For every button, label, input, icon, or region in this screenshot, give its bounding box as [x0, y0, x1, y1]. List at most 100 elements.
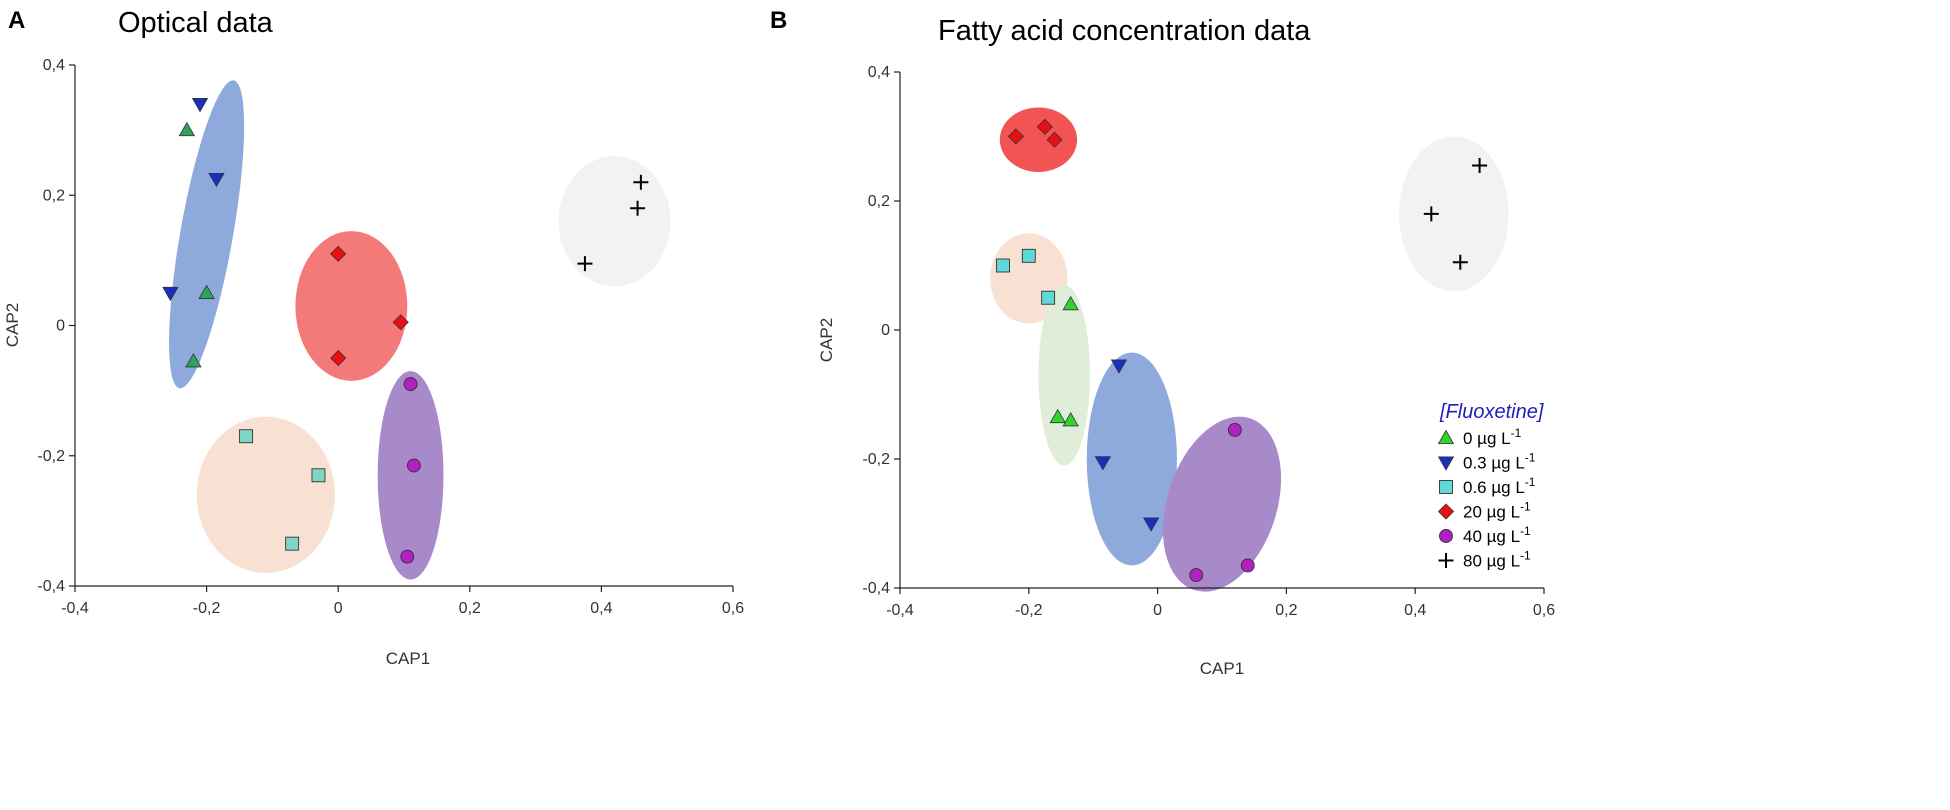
panel-a-y-tick-label: 0,4: [43, 57, 65, 74]
legend-label-superscript-4: -1: [1520, 500, 1531, 514]
panel-a-point-s5-1: [403, 377, 418, 392]
panel-b-cluster-ellipse-1: [999, 107, 1078, 172]
legend-marker-5: [1439, 529, 1453, 543]
panel-a-cluster-ellipse-2: [295, 231, 408, 381]
legend-marker-1: [1437, 429, 1455, 445]
panel-a-x-tick-label: 0,6: [722, 600, 744, 617]
panel-a-letter: A: [8, 7, 25, 34]
panel-b-x-tick-label: 0,2: [1275, 602, 1297, 619]
panel-b-point-s6-3: [1452, 254, 1468, 270]
panel-a-point-s3-2: [311, 468, 326, 483]
panel-b-x-tick-label: 0,6: [1533, 602, 1555, 619]
legend-label-6: 80 µg L-1: [1463, 549, 1531, 571]
panel-b-letter: B: [770, 7, 787, 34]
panel-a-point-s4-1: [330, 245, 347, 262]
legend-marker-4: [1437, 503, 1455, 520]
panel-a-title: Optical data: [118, 7, 274, 39]
panel-b-point-s3-3: [1041, 290, 1056, 305]
panel-a-cluster-ellipse-4: [377, 371, 444, 580]
panel-b-cluster-ellipse-3: [1038, 284, 1090, 466]
panel-a: A Optical data -0,4 -0,2 0 0,2 0,4 -0,4 -0,2 0 0…: [3, 7, 744, 668]
panel-b-point-s4-3: [1046, 131, 1063, 148]
panel-b-point-s5-3: [1240, 558, 1255, 573]
legend-marker-3: [1439, 480, 1453, 494]
panel-a-point-s3-1: [239, 429, 254, 444]
legend-label-5: 40 µg L-1: [1463, 524, 1531, 546]
panel-a-point-s6-1: [633, 174, 649, 190]
panel-a-point-s2-1: [191, 98, 209, 113]
panel-b-y-tick-label: -0,4: [862, 580, 890, 597]
panel-b-plot: -0,4 -0,2 0 0,2 0,4 -0,4 -0,2 0 0,2 0,4 0,6: [862, 64, 1555, 619]
panel-b-point-s2-3: [1142, 517, 1160, 532]
panel-b-point-s5-1: [1227, 423, 1242, 437]
panel-a-point-s5-3: [400, 549, 415, 564]
panel-a-y-tick-label: 0,2: [43, 187, 65, 204]
panel-b-title: Fatty acid concentration data: [938, 15, 1311, 47]
panel-b-point-s3-2: [1021, 248, 1036, 263]
panel-a-x-axis-label: CAP1: [386, 649, 430, 668]
legend-label-2: 0.3 µg L-1: [1463, 451, 1536, 473]
panel-a-point-s2-3: [162, 286, 179, 302]
panel-b-point-s2-2: [1094, 456, 1112, 471]
panel-a-x-tick-label: -0,4: [61, 600, 89, 617]
panel-b-point-s2-1: [1110, 359, 1128, 374]
legend-title: [Fluoxetine]: [1439, 401, 1544, 423]
legend-items: 0 µg L-1 0.3 µg L-10.6 µg L-1 20 µg L-140 …: [1437, 426, 1536, 571]
panel-b-cluster-ellipse-6: [1399, 136, 1509, 292]
panel-b-x-tick-label: 0: [1153, 602, 1162, 619]
panel-a-y-tick-label: 0: [56, 318, 65, 335]
panel-b-y-tick-label: 0,4: [868, 64, 890, 81]
legend-marker-2: [1437, 456, 1455, 471]
panel-b-y-tick-label: 0: [881, 322, 890, 339]
panel-a-point-s5-2: [406, 458, 421, 473]
panel-a-point-s1-3: [185, 353, 202, 368]
panel-b-y-tick-label: -0,2: [862, 451, 890, 468]
panel-b-x-tick-label: -0,4: [886, 602, 914, 619]
panel-a-point-s1-1: [178, 121, 196, 137]
panel-b-point-s6-2: [1423, 206, 1439, 222]
panel-a-point-s2-2: [208, 172, 225, 188]
panel-a-point-s3-3: [285, 536, 300, 551]
panel-b-point-s6-1: [1472, 158, 1488, 174]
legend-label-superscript-2: -1: [1525, 451, 1536, 465]
panel-a-point-s1-2: [198, 284, 215, 299]
panel-b-cluster-ellipse-5: [1162, 416, 1282, 592]
panel-b-x-tick-label: -0,2: [1015, 602, 1043, 619]
panel-a-y-tick-label: -0,2: [37, 448, 65, 465]
panel-b-x-axis-label: CAP1: [1200, 659, 1244, 678]
legend-label-3: 0.6 µg L-1: [1463, 475, 1536, 497]
panel-b: B Fatty acid concentration data -0,4 -0,2…: [770, 7, 1555, 678]
panel-b-point-s3-1: [996, 258, 1010, 273]
panel-a-y-axis-label: CAP2: [3, 303, 22, 347]
panel-a-cluster-ellipse-1: [169, 80, 245, 389]
panel-a-x-tick-label: 0,2: [459, 600, 481, 617]
legend-label-superscript-6: -1: [1520, 549, 1531, 563]
panel-b-point-s1-2: [1049, 408, 1066, 424]
panel-a-point-s4-3: [330, 349, 347, 367]
panel-b-point-s1-3: [1062, 411, 1079, 427]
panel-a-cluster-ellipse-5: [558, 156, 671, 287]
legend: [Fluoxetine] 0 µg L-1 0.3 µg L-10.6 µg L-…: [1437, 401, 1544, 571]
legend-label-1: 0 µg L-1: [1463, 426, 1522, 448]
panel-b-point-s4-2: [1036, 118, 1053, 135]
panel-a-x-tick-label: -0,2: [193, 600, 221, 617]
panel-a-x-tick-label: 0,4: [590, 600, 612, 617]
panel-b-x-tick-label: 0,4: [1404, 602, 1426, 619]
panel-a-y-tick-label: -0,4: [37, 578, 65, 595]
panel-a-plot: -0,4 -0,2 0 0,2 0,4 -0,4 -0,2 0 0,2 0,4 0,6: [37, 57, 744, 617]
panel-b-y-axis-label: CAP2: [817, 318, 836, 362]
legend-label-superscript-1: -1: [1511, 426, 1522, 440]
panel-b-point-s4-1: [1007, 128, 1024, 145]
legend-label-superscript-5: -1: [1520, 524, 1531, 538]
legend-label-superscript-3: -1: [1525, 475, 1536, 489]
panel-b-cluster-ellipse-4: [1086, 352, 1177, 566]
panel-a-x-tick-label: 0: [334, 600, 343, 617]
panel-a-point-s4-2: [392, 314, 409, 331]
panel-a-point-s6-3: [577, 256, 593, 272]
legend-marker-6: [1438, 553, 1454, 568]
panel-a-cluster-ellipse-3: [196, 416, 335, 573]
panel-b-point-s1-1: [1062, 295, 1079, 311]
legend-label-4: 20 µg L-1: [1463, 500, 1531, 522]
panel-b-point-s5-2: [1189, 568, 1204, 583]
